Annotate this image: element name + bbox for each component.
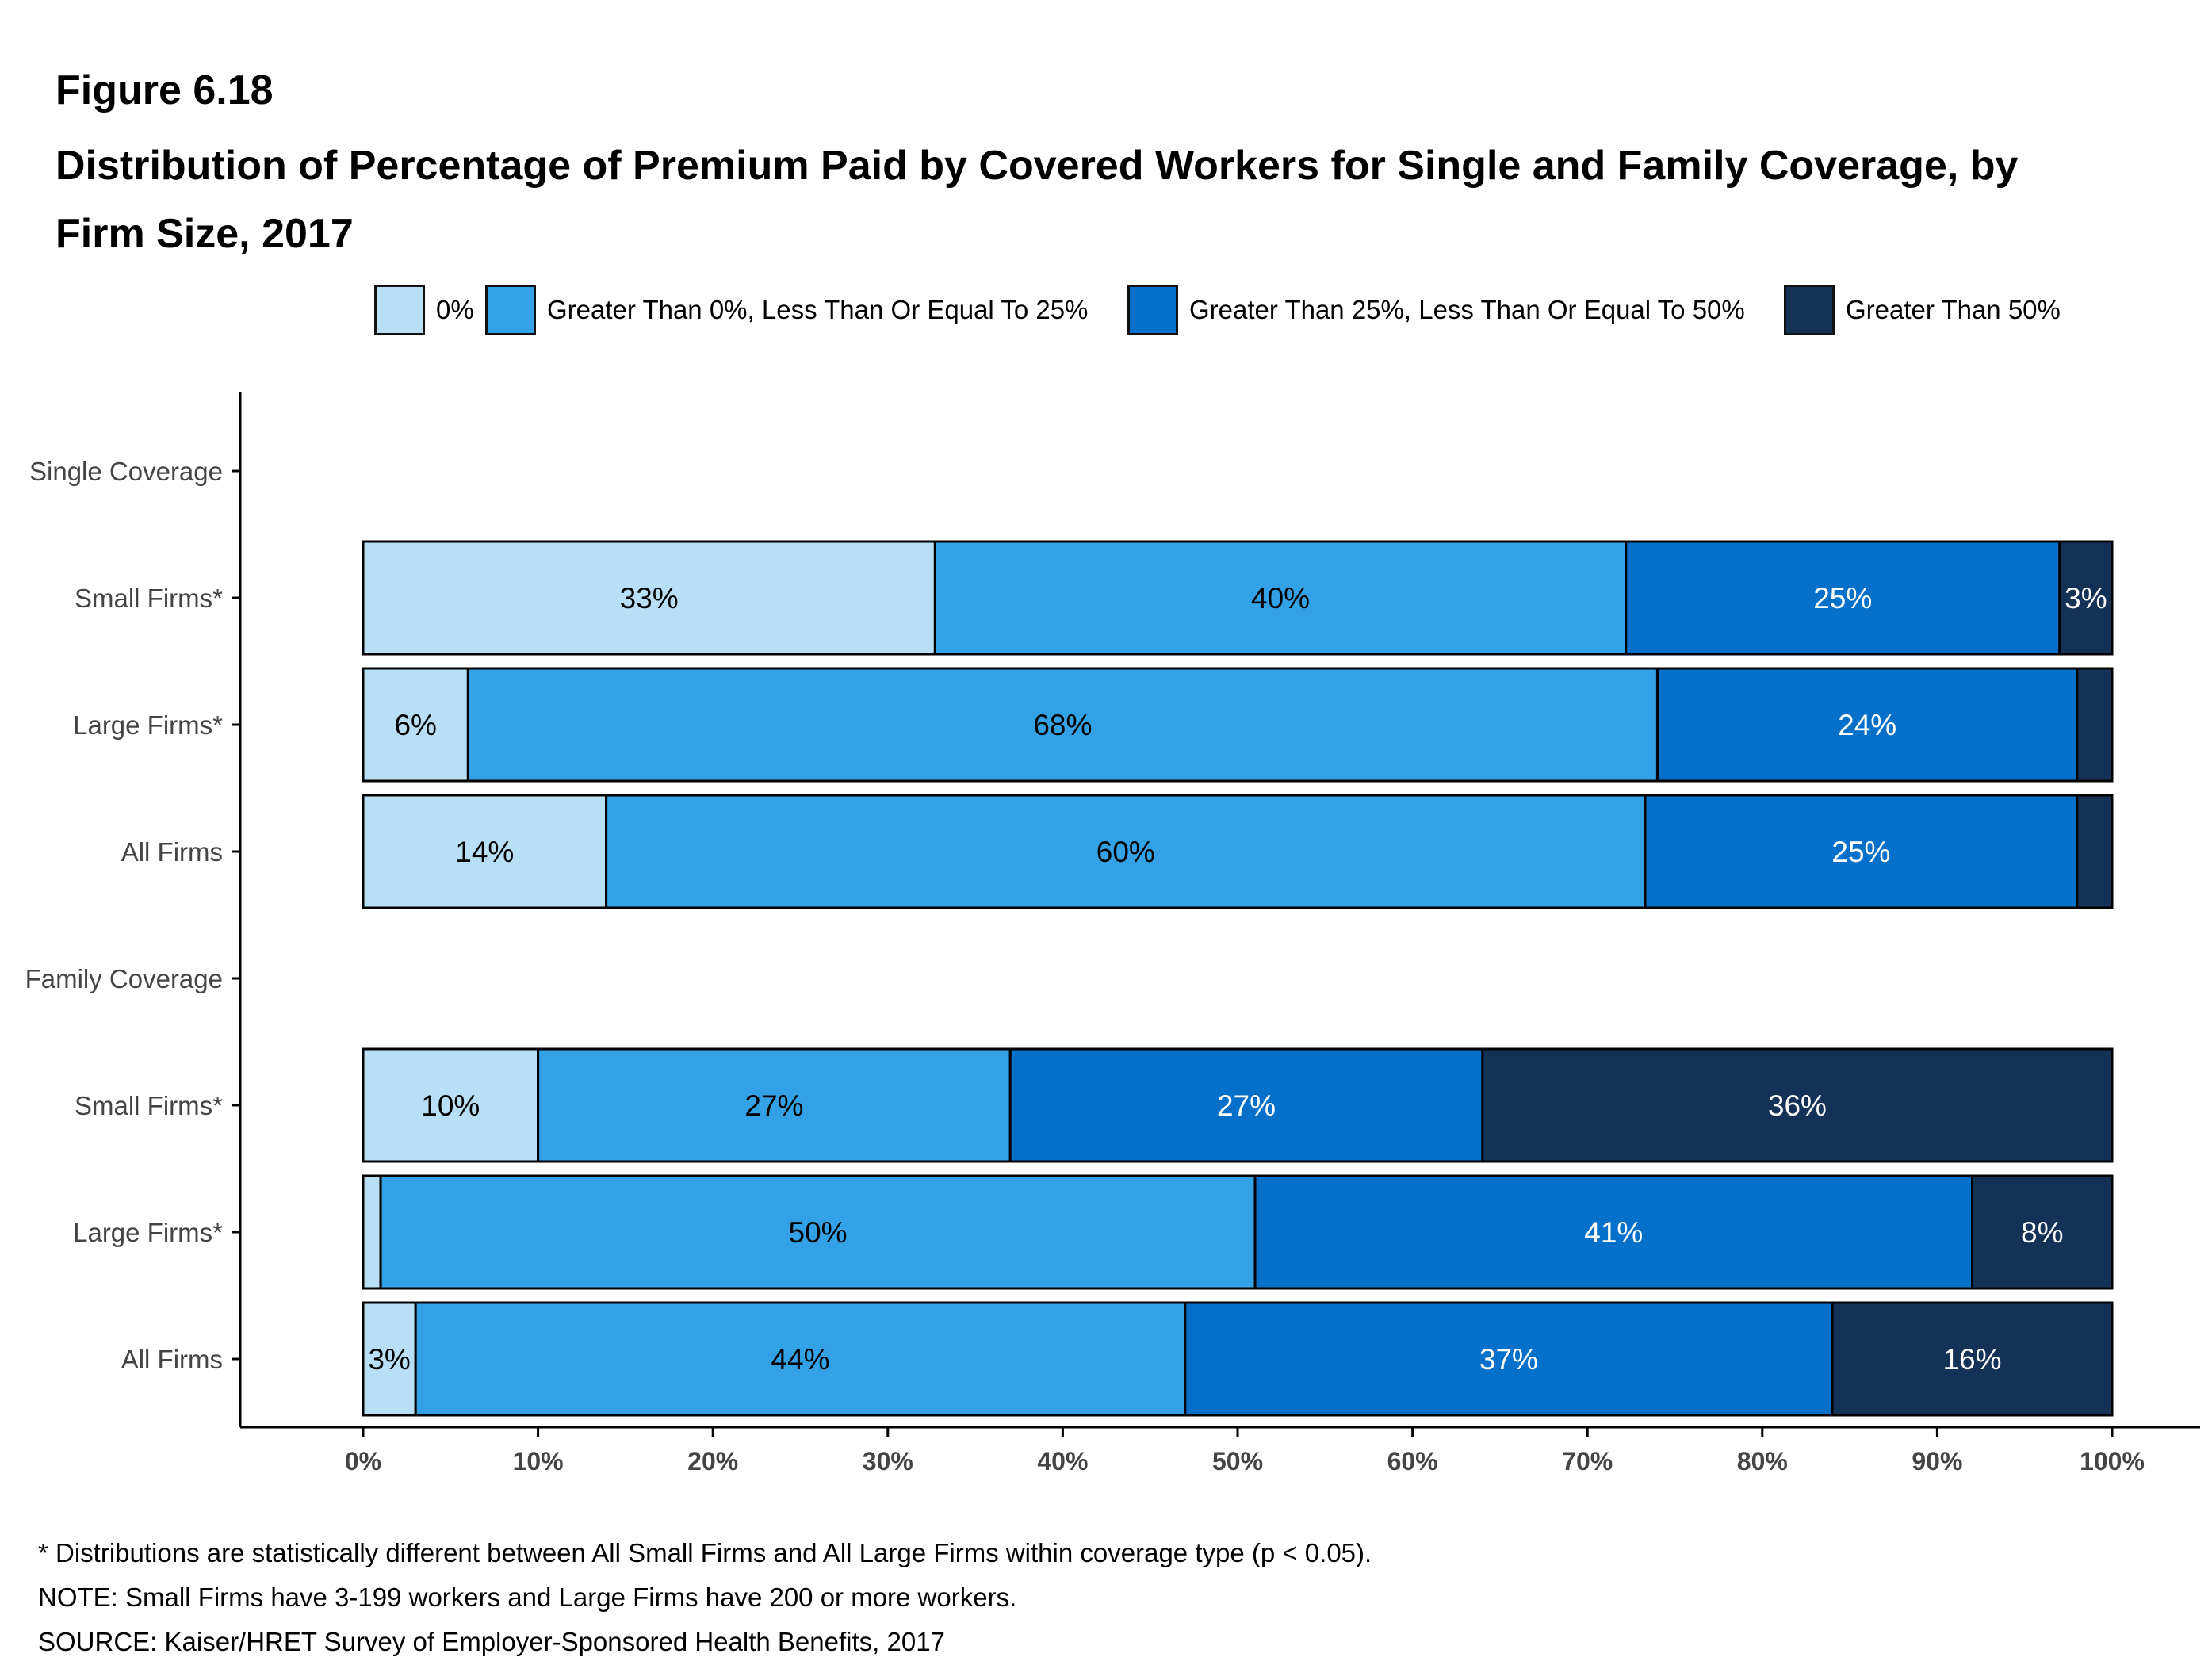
data-label-single-coverage-large-firms-0: 6% <box>394 709 436 741</box>
bar-segment-single-coverage-all-firms-2 <box>1644 794 2079 909</box>
bar-segment-family-coverage-large-firms-1 <box>379 1174 1257 1290</box>
data-label-single-coverage-all-firms-1: 60% <box>1096 836 1155 868</box>
data-label-family-coverage-all-firms-0: 3% <box>368 1343 410 1376</box>
y-tick-label-single-coverage: Single Coverage <box>29 457 223 486</box>
bar-segment-single-coverage-all-firms-3 <box>2076 794 2114 909</box>
y-tick-label-small-firms: Small Firms* <box>75 1091 223 1120</box>
x-tick-label: 10% <box>513 1447 564 1476</box>
legend-swatch-0pct <box>374 285 425 335</box>
legend-swatch-over-50pct <box>1784 285 1835 335</box>
data-label-single-coverage-all-firms-2: 25% <box>1831 836 1890 868</box>
legend-label-25-50pct: Greater Than 25%, Less Than Or Equal To … <box>1189 295 1745 324</box>
legend-label-0-25pct: Greater Than 0%, Less Than Or Equal To 2… <box>547 295 1089 324</box>
bar-segment-single-coverage-small-firms-2 <box>1625 540 2061 656</box>
x-tick-label: 80% <box>1737 1447 1788 1476</box>
bar-segment-family-coverage-all-firms-2 <box>1184 1301 1834 1417</box>
x-tick-label: 70% <box>1562 1447 1613 1476</box>
bar-segment-family-coverage-small-firms-3 <box>1481 1047 2114 1163</box>
data-label-family-coverage-small-firms-1: 27% <box>744 1089 803 1122</box>
y-tick-label-family-coverage: Family Coverage <box>25 964 223 993</box>
legend-label-0pct: 0% <box>436 295 474 324</box>
data-label-family-coverage-small-firms-2: 27% <box>1217 1089 1276 1122</box>
data-label-family-coverage-large-firms-2: 41% <box>1584 1216 1643 1249</box>
footnote-significance: * Distributions are statistically differ… <box>38 1538 1372 1567</box>
x-tick-label: 60% <box>1387 1447 1438 1476</box>
bar-segment-single-coverage-large-firms-0 <box>362 667 469 783</box>
data-label-family-coverage-large-firms-3: 8% <box>2021 1216 2063 1249</box>
legend-label-over-50pct: Greater Than 50% <box>1846 295 2061 324</box>
x-tick-label: 30% <box>863 1447 913 1476</box>
bar-segment-family-coverage-all-firms-3 <box>1831 1301 2114 1417</box>
footnote-source: SOURCE: Kaiser/HRET Survey of Employer-S… <box>38 1627 945 1656</box>
data-label-single-coverage-small-firms-1: 40% <box>1251 582 1310 614</box>
legend: 0% Greater Than 0%, Less Than Or Equal T… <box>0 282 2212 338</box>
legend-item-0pct: 0% <box>374 282 474 338</box>
data-label-family-coverage-all-firms-1: 44% <box>771 1343 829 1376</box>
x-tick-label: 50% <box>1212 1447 1263 1476</box>
bar-segment-single-coverage-all-firms-1 <box>605 794 1647 909</box>
figure-label: Figure 6.18 <box>55 67 274 113</box>
bar-segment-family-coverage-small-firms-2 <box>1008 1047 1484 1163</box>
legend-item-0-25pct: Greater Than 0%, Less Than Or Equal To 2… <box>485 282 1088 338</box>
data-label-single-coverage-all-firms-0: 14% <box>455 836 514 868</box>
bar-segment-single-coverage-all-firms-0 <box>362 794 608 909</box>
data-label-single-coverage-small-firms-3: 3% <box>2065 582 2107 614</box>
x-tick-label: 40% <box>1037 1447 1088 1476</box>
bar-segment-family-coverage-large-firms-2 <box>1253 1174 1974 1290</box>
data-label-single-coverage-large-firms-1: 68% <box>1033 709 1092 741</box>
bar-segment-family-coverage-large-firms-0 <box>362 1174 382 1290</box>
y-tick-label-large-firms: Large Firms* <box>73 1218 223 1247</box>
bar-segment-family-coverage-small-firms-0 <box>362 1047 540 1163</box>
legend-swatch-0-25pct <box>485 285 536 335</box>
y-tick-label-all-firms: All Firms <box>121 837 223 867</box>
bar-segment-family-coverage-all-firms-1 <box>414 1301 1187 1417</box>
bar-segment-single-coverage-small-firms-3 <box>2058 540 2114 656</box>
legend-swatch-25-50pct <box>1127 285 1178 335</box>
bar-segment-family-coverage-large-firms-3 <box>1971 1174 2114 1290</box>
data-label-family-coverage-small-firms-3: 36% <box>1768 1089 1827 1122</box>
stacked-bar-chart: Single Coverage Small Firms* Large Firms* A… <box>25 392 2200 1476</box>
chart-title: Distribution of Percentage of Premium Pa… <box>55 143 2019 257</box>
bar-segment-single-coverage-large-firms-1 <box>466 667 1659 783</box>
data-label-single-coverage-large-firms-2: 24% <box>1838 709 1896 741</box>
data-label-family-coverage-small-firms-0: 10% <box>421 1089 480 1122</box>
x-tick-label: 100% <box>2080 1447 2145 1476</box>
data-label-family-coverage-large-firms-1: 50% <box>789 1216 848 1249</box>
legend-item-over-50pct: Greater Than 50% <box>1784 282 2061 338</box>
x-tick-label: 20% <box>687 1447 738 1476</box>
x-tick-label: 90% <box>1912 1447 1962 1476</box>
data-label-family-coverage-all-firms-3: 16% <box>1942 1343 2001 1376</box>
data-label-single-coverage-small-firms-2: 25% <box>1813 582 1872 614</box>
bar-segment-family-coverage-small-firms-1 <box>537 1047 1012 1163</box>
legend-item-25-50pct: Greater Than 25%, Less Than Or Equal To … <box>1127 282 1745 338</box>
y-tick-label-all-firms: All Firms <box>121 1345 223 1374</box>
data-label-family-coverage-all-firms-2: 37% <box>1479 1343 1538 1376</box>
x-tick-label: 0% <box>345 1447 381 1476</box>
data-label-single-coverage-small-firms-0: 33% <box>620 582 679 614</box>
y-tick-label-small-firms: Small Firms* <box>75 584 223 613</box>
footnote-note: NOTE: Small Firms have 3-199 workers and… <box>38 1583 1017 1612</box>
bar-segment-single-coverage-large-firms-3 <box>2076 667 2114 783</box>
y-tick-label-large-firms: Large Firms* <box>73 710 223 740</box>
